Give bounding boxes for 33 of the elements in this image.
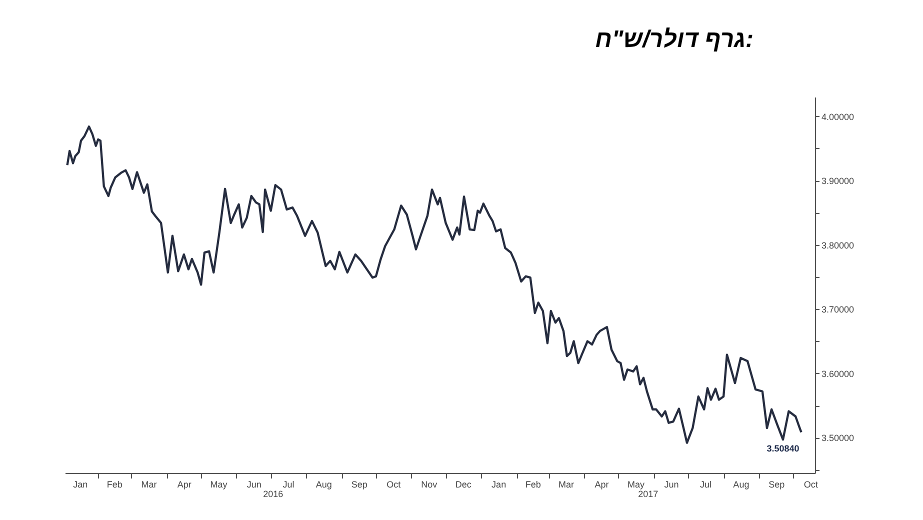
x-tick-label: Nov — [421, 480, 438, 490]
x-tick-label: Feb — [106, 480, 122, 490]
x-tick-label: Sep — [768, 480, 785, 490]
x-tick-label: Feb — [525, 480, 541, 490]
y-tick-label: 3.60000 — [822, 368, 854, 379]
x-tick-label: May — [627, 480, 645, 490]
y-tick-label: 4.00000 — [822, 112, 854, 122]
y-tick-label: 3.80000 — [822, 240, 854, 250]
x-tick-label: Jun — [664, 480, 679, 490]
x-tick-label: Mar — [141, 480, 157, 490]
x-tick-label: Oct — [386, 480, 402, 490]
x-tick-label: Aug — [316, 480, 332, 490]
y-tick-label: 3.90000 — [822, 176, 854, 186]
x-tick-label: Mar — [558, 480, 574, 490]
x-tick-label: Jan — [492, 480, 506, 490]
x-tick-label: Aug — [733, 480, 750, 490]
y-tick-label: 3.70000 — [822, 304, 854, 315]
x-tick-label: Jul — [282, 480, 294, 490]
chart-title: גרף דולר/ש"ח: — [595, 26, 754, 53]
x-tick-label: Apr — [594, 480, 609, 490]
x-tick-label: Jan — [73, 480, 88, 490]
x-tick-label: May — [210, 480, 228, 490]
y-tick-label: 3.50000 — [822, 433, 854, 444]
annotation: 3.50840 — [766, 443, 800, 454]
text: 2017 — [638, 489, 658, 499]
x-tick-label: Dec — [455, 480, 472, 490]
line-series — [66, 125, 802, 444]
x-tick-label: Apr — [177, 480, 192, 490]
x-tick-label: Oct — [804, 480, 818, 490]
x-tick-label: Jul — [700, 480, 712, 490]
x-tick-label: Jun — [246, 480, 262, 490]
x-tick-label: Sep — [351, 480, 368, 490]
text: 2016 — [263, 489, 284, 499]
